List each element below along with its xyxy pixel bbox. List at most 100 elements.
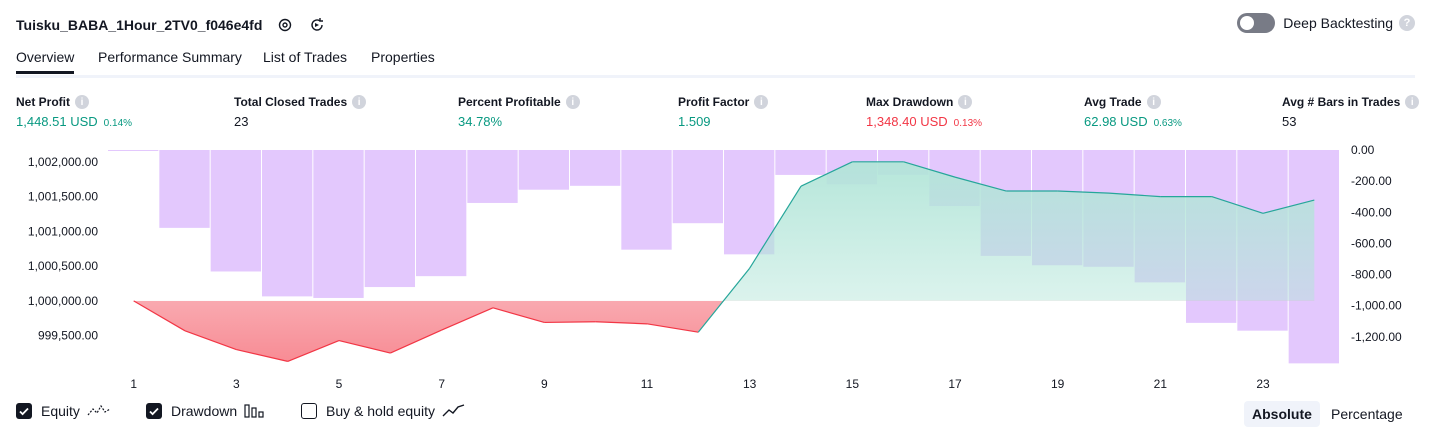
drawdown-bar	[775, 150, 826, 175]
legend-label: Drawdown	[171, 403, 238, 419]
equity-segment	[903, 161, 956, 178]
absolute-mode-button[interactable]: Absolute	[1244, 401, 1320, 427]
metric-percent-profitable: Percent Profitable i 34.78%	[458, 94, 580, 129]
metric-label: Profit Factor	[678, 95, 750, 109]
x-axis-tick-label: 19	[1051, 377, 1065, 391]
info-icon[interactable]: i	[565, 95, 580, 109]
metric-value: 53	[1282, 114, 1297, 129]
left-axis-tick-label: 1,001,500.00	[28, 190, 98, 204]
help-icon[interactable]: ?	[1399, 15, 1415, 31]
equity-segment	[390, 329, 442, 354]
metric-avg-trade: Avg Trade i 62.98 USD 0.63%	[1084, 94, 1182, 129]
replay-icon[interactable]	[308, 16, 326, 34]
metric-total-closed-trades: Total Closed Trades i 23	[234, 94, 367, 129]
x-axis-tick-label: 9	[541, 377, 548, 391]
equity-segment	[697, 267, 751, 333]
tab-properties[interactable]: Properties	[371, 49, 435, 65]
tab-performance-summary[interactable]: Performance Summary	[98, 49, 242, 65]
metric-profit-factor: Profit Factor i 1.509	[678, 94, 769, 129]
left-axis-tick-label: 999,500.00	[38, 329, 98, 343]
left-axis-tick-label: 1,001,000.00	[28, 224, 98, 238]
equity-positive-area	[133, 161, 1315, 301]
legend-buy-hold-equity[interactable]: Buy & hold equity	[301, 403, 466, 419]
equity-checkbox[interactable]	[16, 403, 32, 419]
drawdown-bar	[724, 150, 775, 255]
legend-equity[interactable]: Equity	[16, 403, 111, 419]
metric-value: 1,348.40 USD	[866, 114, 948, 129]
right-axis-tick-label: -600.00	[1351, 236, 1392, 250]
x-axis-tick-label: 23	[1256, 377, 1270, 391]
metric-percent: 0.13%	[953, 118, 983, 129]
x-axis-tick-label: 13	[743, 377, 757, 391]
equity-chart: 1,002,000.00 1,001,500.00 1,001,000.00 1,00…	[28, 143, 1402, 391]
equity-segment	[338, 339, 391, 354]
metric-value: 62.98 USD	[1084, 114, 1148, 129]
strategy-title: Tuisku_BABA_1Hour_2TV0_f046e4fd	[16, 17, 263, 33]
equity-segment	[595, 321, 648, 325]
x-axis-tick-label: 21	[1154, 377, 1168, 391]
drawdown-bar	[159, 150, 210, 228]
right-axis-tick-label: -200.00	[1351, 174, 1392, 188]
drawdown-bar	[416, 150, 467, 277]
metric-label: Avg Trade	[1084, 95, 1142, 109]
x-axis-tick-label: 11	[641, 377, 654, 391]
x-axis-tick-label: 7	[438, 377, 445, 391]
right-axis-tick-label: -1,000.00	[1351, 299, 1402, 313]
drawdown-checkbox[interactable]	[146, 403, 162, 419]
info-icon[interactable]: i	[352, 95, 367, 109]
drawdown-bar	[108, 150, 159, 151]
buy-hold-checkbox[interactable]	[301, 403, 317, 419]
metric-value: 34.78%	[458, 114, 503, 129]
x-axis-tick-label: 15	[846, 377, 860, 391]
deep-backtesting-toggle[interactable]	[1237, 13, 1276, 33]
right-axis-tick-label: 0.00	[1351, 143, 1375, 157]
equity-line-icon	[87, 404, 111, 418]
tab-bar: Overview Performance Summary List of Tra…	[16, 47, 1415, 78]
equity-segment	[1211, 196, 1264, 214]
info-icon[interactable]: i	[75, 95, 89, 109]
info-icon[interactable]: i	[1146, 95, 1161, 109]
metric-label: Avg # Bars in Trades	[1282, 95, 1401, 109]
drawdown-bar	[210, 150, 261, 272]
metric-value: 1.509	[678, 114, 711, 129]
info-icon[interactable]: i	[754, 95, 769, 109]
x-axis-tick-label: 17	[948, 377, 962, 391]
metric-label: Net Profit	[16, 95, 70, 109]
settings-icon[interactable]	[276, 16, 294, 34]
legend-drawdown[interactable]: Drawdown	[146, 403, 264, 419]
left-axis-tick-label: 1,002,000.00	[28, 155, 98, 169]
drawdown-bar	[313, 150, 364, 298]
equity-segment	[492, 307, 545, 324]
tab-list-of-trades[interactable]: List of Trades	[263, 49, 348, 65]
metric-net-profit: Net Profit i 1,448.51 USD 0.14%	[16, 94, 132, 129]
deep-backtesting-control: Deep Backtesting ?	[1237, 13, 1415, 33]
drawdown-bar	[364, 150, 415, 288]
right-axis-tick-label: -400.00	[1351, 205, 1392, 219]
right-axis-tick-label: -800.00	[1351, 268, 1392, 282]
equity-segment	[800, 161, 853, 187]
info-icon[interactable]: i	[958, 95, 973, 109]
equity-line	[133, 161, 1315, 362]
equity-segment	[1108, 192, 1161, 198]
equity-segment	[1262, 199, 1315, 214]
strategy-header: Tuisku_BABA_1Hour_2TV0_f046e4fd	[16, 14, 326, 36]
equity-segment	[954, 176, 1007, 192]
drawdown-bar	[621, 150, 672, 250]
equity-negative-area	[133, 300, 724, 362]
drawdown-bar	[570, 150, 621, 186]
metric-value: 23	[234, 114, 249, 129]
info-icon[interactable]: i	[1405, 95, 1420, 109]
legend-label: Buy & hold equity	[326, 403, 435, 419]
tab-overview[interactable]: Overview	[16, 49, 75, 74]
equity-segment	[287, 339, 340, 362]
metric-value: 1,448.51 USD	[16, 114, 98, 129]
metric-max-drawdown: Max Drawdown i 1,348.40 USD 0.13%	[866, 94, 982, 129]
metric-percent: 0.14%	[103, 118, 133, 129]
equity-segment	[184, 330, 237, 351]
percentage-mode-button[interactable]: Percentage	[1331, 406, 1403, 422]
metric-label: Total Closed Trades	[234, 95, 348, 109]
equity-segment	[133, 300, 186, 332]
drawdown-bars-icon	[244, 404, 264, 418]
metric-avg-bars-in-trades: Avg # Bars in Trades i 53	[1282, 94, 1420, 129]
drawdown-bar	[262, 150, 313, 297]
